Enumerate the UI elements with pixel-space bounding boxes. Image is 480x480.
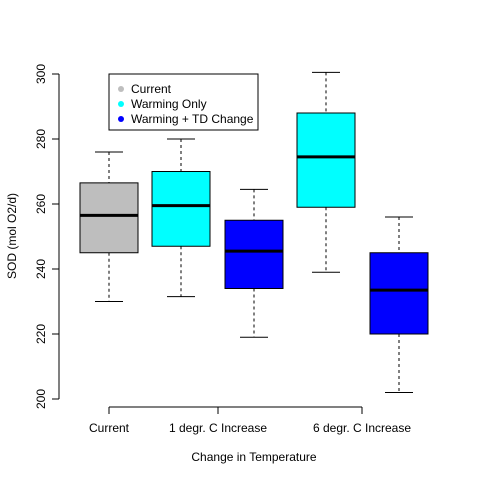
y-tick-label-280: 280 [34, 129, 48, 149]
iqr-box-3 [296, 112, 356, 208]
y-tick-label-240: 240 [34, 259, 48, 279]
box-4 [369, 216, 429, 393]
x-axis: Current 1 degr. C Increase 6 degr. C Incre… [89, 406, 411, 435]
box-2 [224, 188, 284, 338]
x-axis-title: Change in Temperature [191, 450, 317, 464]
legend-label-1: Warming Only [131, 97, 207, 111]
y-tick-label-220: 220 [34, 324, 48, 344]
legend-label-0: Current [131, 82, 172, 96]
iqr-box-2 [224, 219, 284, 289]
box-1 [151, 138, 211, 298]
legend-marker-0 [118, 86, 124, 92]
legend-label-2: Warming + TD Change [131, 112, 254, 126]
boxes [79, 71, 429, 393]
x-tick-label-2: 6 degr. C Increase [313, 421, 411, 435]
y-axis: 200 220 240 260 280 300 [34, 64, 60, 409]
legend-box [108, 73, 259, 131]
box-3 [296, 71, 356, 273]
y-ticks: 200 220 240 260 280 300 [34, 64, 59, 409]
x-tick-label-0: Current [89, 421, 130, 435]
legend-marker-1 [118, 101, 124, 107]
iqr-box-1 [151, 171, 211, 247]
y-tick-label-260: 260 [34, 194, 48, 214]
y-axis-title: SOD (mol O2/d) [5, 193, 19, 279]
iqr-box-0 [79, 182, 139, 254]
y-tick-label-200: 200 [34, 389, 48, 409]
x-tick-label-1: 1 degr. C Increase [169, 421, 267, 435]
x-ticks: Current 1 degr. C Increase 6 degr. C Incre… [89, 407, 411, 435]
box-0 [79, 151, 139, 302]
y-tick-label-300: 300 [34, 64, 48, 84]
iqr-box-4 [369, 252, 429, 335]
legend-marker-2 [118, 116, 124, 122]
